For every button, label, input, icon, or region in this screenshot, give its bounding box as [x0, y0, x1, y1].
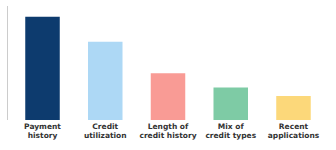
- svg-text:Creditutilization: Creditutilization: [84, 122, 127, 141]
- svg-text:Mix ofcredit types: Mix ofcredit types: [205, 122, 256, 141]
- svg-text:Length ofcredit history: Length ofcredit history: [139, 122, 196, 141]
- svg-text:Recentapplications: Recentapplications: [268, 122, 320, 141]
- svg-text:Paymenthistory: Paymenthistory: [24, 122, 61, 141]
